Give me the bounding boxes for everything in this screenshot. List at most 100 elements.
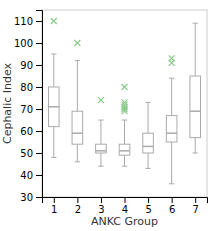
x-tick-mark — [125, 197, 126, 203]
x-tick-mark — [54, 197, 55, 203]
y-tick-mark — [36, 175, 42, 176]
whisker-low — [53, 127, 54, 158]
y-tick-label: 90 — [20, 60, 33, 71]
y-tick-label: 70 — [20, 104, 33, 115]
y-tick-mark — [36, 197, 42, 198]
median — [48, 106, 59, 108]
flier — [74, 40, 80, 46]
y-tick-label: 100 — [14, 38, 33, 49]
cap-low — [122, 166, 127, 167]
x-tick: 1 — [51, 197, 57, 215]
x-tick-label: 1 — [51, 204, 57, 215]
x-tick: 3 — [98, 197, 104, 215]
box-group — [48, 18, 59, 157]
whisker-low — [124, 155, 125, 166]
x-tick-mark — [148, 197, 149, 203]
box — [166, 116, 177, 142]
x-tick-label: 2 — [75, 204, 81, 215]
y-tick: 40 — [20, 170, 42, 181]
y-tick-label: 110 — [14, 16, 33, 27]
median — [119, 150, 130, 152]
y-tick-mark — [36, 153, 42, 154]
median — [190, 110, 201, 112]
x-tick: 5 — [145, 197, 151, 215]
cap-high — [193, 23, 198, 24]
cap-high — [75, 60, 80, 61]
box-group — [166, 55, 177, 183]
whisker-high — [195, 23, 196, 76]
whisker-high — [148, 102, 149, 133]
whisker-low — [195, 138, 196, 153]
whisker-low — [148, 153, 149, 168]
box — [119, 144, 130, 155]
box — [72, 111, 83, 144]
box-group — [96, 97, 107, 166]
box-group — [143, 102, 154, 168]
whisker-high — [171, 78, 172, 115]
y-tick: 50 — [20, 148, 42, 159]
box — [143, 133, 154, 153]
flier — [98, 97, 104, 103]
y-tick: 100 — [14, 38, 42, 49]
x-tick: 6 — [169, 197, 175, 215]
box — [96, 144, 107, 153]
y-tick-mark — [36, 131, 42, 132]
cap-low — [169, 183, 174, 184]
whisker-high — [53, 54, 54, 87]
x-axis-line — [43, 198, 208, 204]
median — [96, 150, 107, 152]
y-tick: 90 — [20, 60, 42, 71]
y-axis: 30 40 50 60 70 80 90 100 110 — [14, 11, 43, 203]
x-tick-label: 3 — [98, 204, 104, 215]
whisker-low — [100, 153, 101, 166]
y-tick: 60 — [20, 126, 42, 137]
y-tick-mark — [36, 109, 42, 110]
flier — [122, 84, 128, 90]
cap-low — [51, 157, 56, 158]
x-axis-title: ANKC Group — [91, 215, 158, 228]
box — [190, 76, 201, 138]
y-tick: 110 — [14, 16, 42, 27]
cap-high — [169, 78, 174, 79]
x-tick-label: 6 — [169, 204, 175, 215]
x-tick-label: 7 — [193, 204, 199, 215]
whisker-high — [100, 120, 101, 144]
cap-high — [51, 54, 56, 55]
x-tick-mark — [77, 197, 78, 203]
y-axis-title: Cephalic Index — [1, 62, 14, 144]
x-tick-label: 5 — [145, 204, 151, 215]
y-tick-label: 40 — [20, 170, 33, 181]
x-axis: 1 2 3 4 5 6 7 — [43, 197, 208, 215]
whisker-high — [77, 61, 78, 112]
cap-low — [75, 161, 80, 162]
whisker-low — [77, 144, 78, 162]
median — [166, 132, 177, 134]
flier — [51, 18, 57, 24]
plot-frame — [42, 10, 207, 197]
y-tick-mark — [36, 65, 42, 66]
y-tick-mark — [36, 43, 42, 44]
x-tick-mark — [195, 197, 196, 203]
box-group — [72, 40, 83, 162]
y-tick-mark — [36, 21, 42, 22]
box-group — [190, 23, 201, 153]
cap-high — [98, 120, 103, 121]
whisker-high — [124, 120, 125, 144]
y-tick-label: 50 — [20, 148, 33, 159]
plot: 1 2 3 4 5 6 7 30 40 50 60 70 80 90 100 110 — [14, 10, 208, 215]
x-tick: 2 — [75, 197, 81, 215]
x-tick-mark — [172, 197, 173, 203]
box — [48, 87, 59, 127]
y-tick: 30 — [20, 192, 42, 203]
median — [143, 146, 154, 148]
x-tick: 7 — [193, 197, 199, 215]
y-axis-line — [36, 11, 43, 198]
x-tick-label: 4 — [122, 204, 128, 215]
cap-high — [122, 120, 127, 121]
x-tick: 4 — [122, 197, 128, 215]
chart: 1 2 3 4 5 6 7 30 40 50 60 70 80 90 100 110 ANKC Group Cep… — [0, 0, 217, 231]
box-group — [119, 84, 130, 166]
y-tick-label: 30 — [20, 192, 33, 203]
y-tick-label: 80 — [20, 82, 33, 93]
y-tick-label: 60 — [20, 126, 33, 137]
